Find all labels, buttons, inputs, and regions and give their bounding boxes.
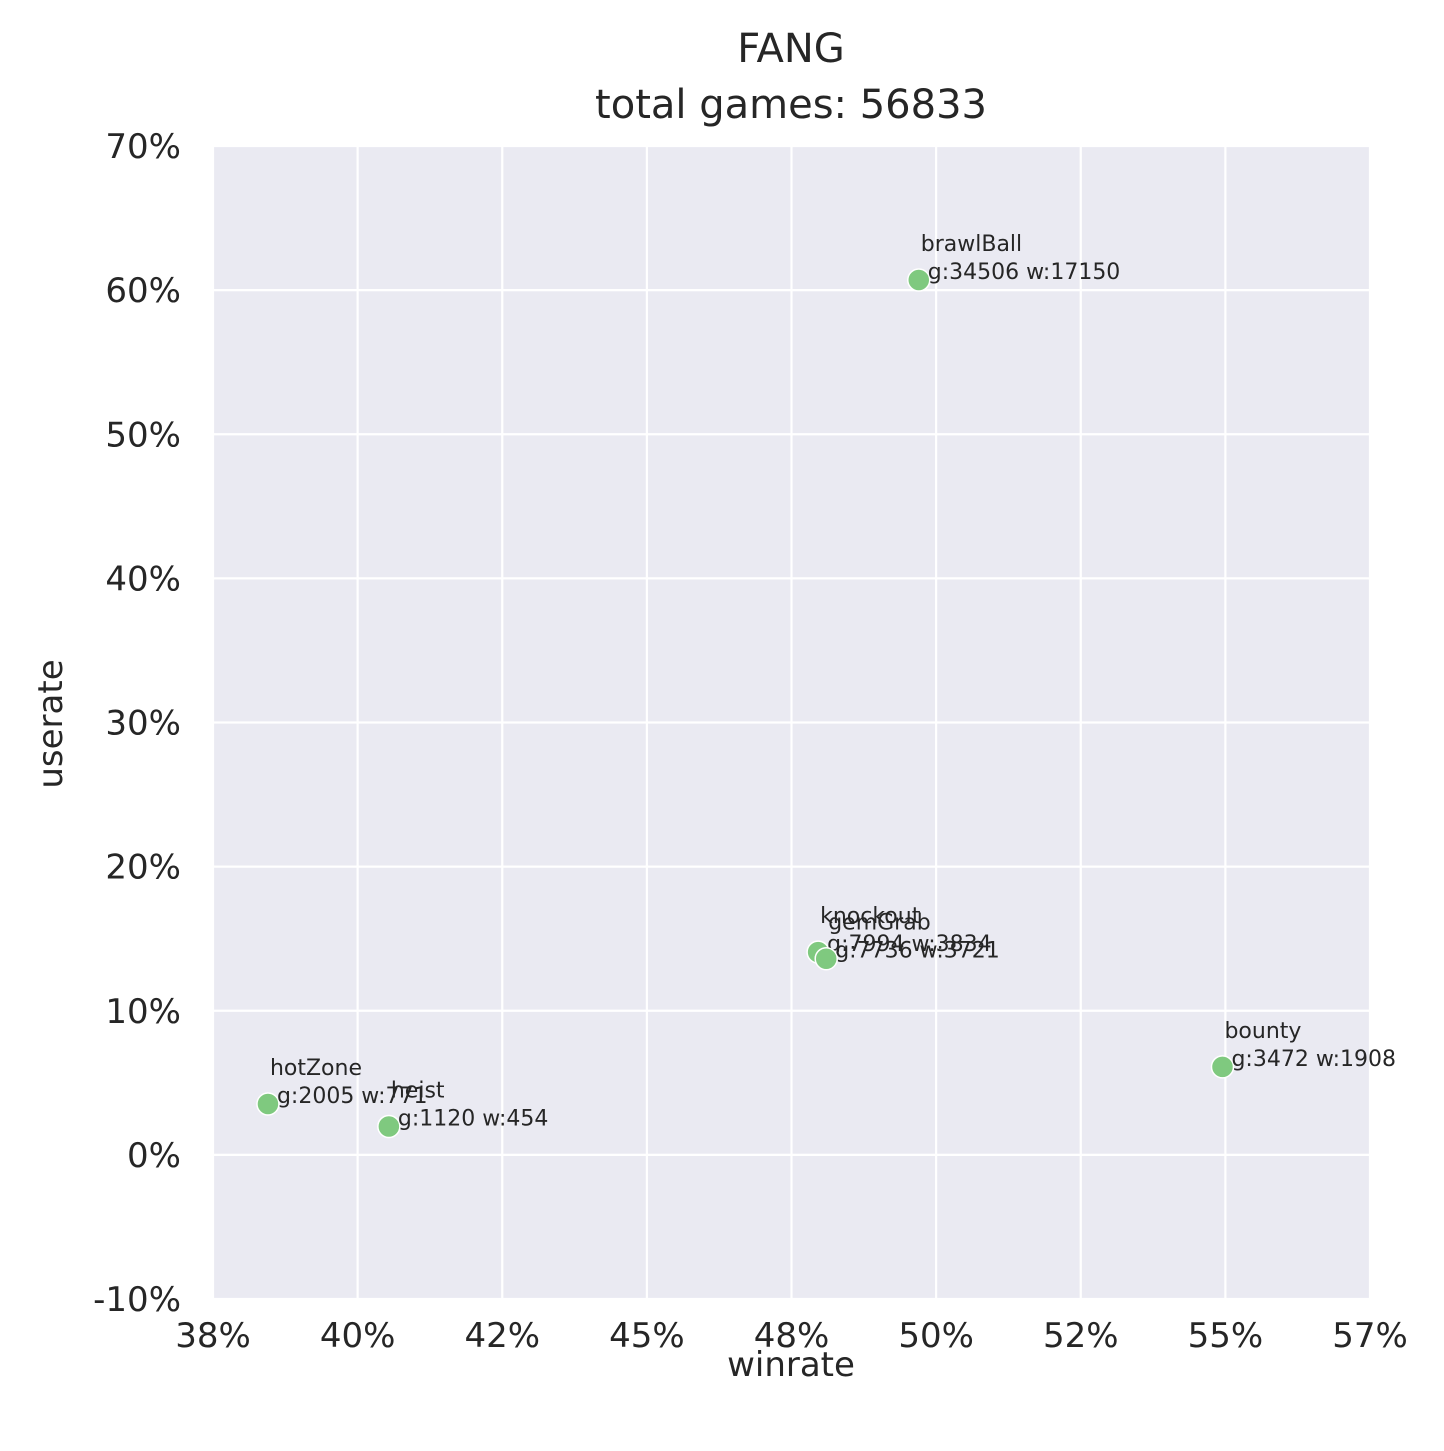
point-stats-label: g:7736 w:3721 [835, 939, 1000, 964]
point-name-label: gemGrab [828, 911, 930, 936]
point-name-label: heist [391, 1078, 445, 1103]
x-axis-ticks: 38% 40% 42% 45% 48% 50% 52% 55% 57% [175, 1316, 1408, 1356]
point-stats-label: g:7994 w:3834 [827, 932, 992, 957]
y-tick-label: 20% [105, 848, 181, 888]
point-stats-label: g:3472 w:1908 [1231, 1047, 1396, 1072]
point-stats-label: g:1120 w:454 [398, 1106, 549, 1131]
y-tick-label: 50% [105, 415, 181, 455]
x-tick-label: 57% [1332, 1316, 1408, 1356]
point-stats-label: g:34506 w:17150 [928, 260, 1121, 285]
point-name-label: knockout [820, 904, 921, 929]
y-tick-label: 70% [105, 127, 181, 167]
chart-title: FANG [737, 26, 845, 72]
y-tick-label: 0% [127, 1136, 181, 1176]
data-point-hotZone [256, 1092, 280, 1116]
x-tick-label: 55% [1188, 1316, 1264, 1356]
data-point-heist [377, 1114, 401, 1139]
y-tick-label: 40% [105, 559, 181, 599]
x-tick-label: 48% [754, 1316, 830, 1356]
y-tick-label: 30% [105, 704, 181, 744]
data-point-bounty [1210, 1055, 1235, 1079]
data-point-gemGrab [814, 946, 838, 971]
chart-subtitle: total games: 56833 [595, 82, 987, 128]
data-point-brawlBall [907, 268, 931, 292]
x-tick-label: 42% [464, 1316, 540, 1356]
point-name-label: brawlBall [921, 232, 1022, 257]
x-tick-label: 52% [1043, 1316, 1119, 1356]
x-tick-label: 50% [898, 1316, 974, 1356]
y-tick-label: 10% [105, 992, 181, 1032]
point-name-label: bounty [1224, 1019, 1301, 1044]
x-tick-label: 40% [320, 1316, 396, 1356]
y-tick-label: -10% [93, 1280, 181, 1320]
x-tick-label: 38% [175, 1316, 251, 1356]
y-axis-ticks: -10% 0% 10% 20% 30% 40% 50% 60% 70% [93, 127, 181, 1320]
x-tick-label: 45% [609, 1316, 685, 1356]
y-tick-label: 60% [105, 271, 181, 311]
point-name-label: hotZone [270, 1056, 362, 1081]
y-axis-label: userate [31, 659, 71, 788]
plot-area [211, 144, 1372, 1301]
data-points: brawlBall g:34506 w:17150 knockout g:7994 w… [256, 232, 1396, 1139]
point-stats-label: g:2005 w:771 [277, 1084, 428, 1109]
x-axis-label: winrate [727, 1345, 855, 1385]
